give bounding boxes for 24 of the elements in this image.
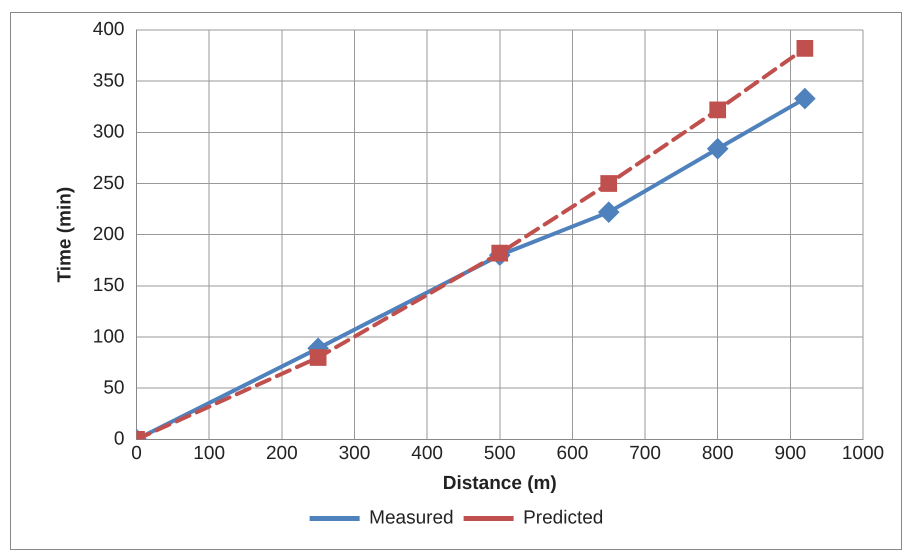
x-tick-label: 200	[266, 443, 298, 464]
y-tick-label: 300	[92, 122, 124, 143]
y-tick-label: 150	[92, 275, 124, 296]
x-tick-label: 1000	[842, 443, 884, 464]
y-tick-label: 250	[92, 172, 124, 194]
y-tick-label: 200	[92, 224, 124, 245]
y-tick-label: 100	[92, 326, 124, 348]
x-tick-label: 100	[193, 443, 225, 464]
y-tick-label: 350	[92, 70, 124, 92]
legend-label: Measured	[369, 508, 454, 529]
x-tick-label: 500	[484, 443, 516, 464]
y-tick-label: 400	[92, 19, 124, 40]
y-tick-label: 0	[114, 428, 124, 450]
x-tick-label: 300	[338, 443, 370, 464]
y-tick-label: 50	[103, 377, 124, 398]
x-tick-label: 0	[131, 443, 142, 464]
y-axis-title: Time (min)	[54, 186, 76, 283]
x-tick-label: 600	[556, 443, 588, 464]
legend-label: Predicted	[523, 508, 604, 529]
x-tick-label: 400	[411, 443, 443, 464]
x-axis-title: Distance (m)	[442, 472, 557, 494]
x-tick-label: 900	[774, 443, 806, 464]
x-tick-label: 700	[629, 443, 661, 464]
x-tick-label: 800	[702, 443, 734, 464]
